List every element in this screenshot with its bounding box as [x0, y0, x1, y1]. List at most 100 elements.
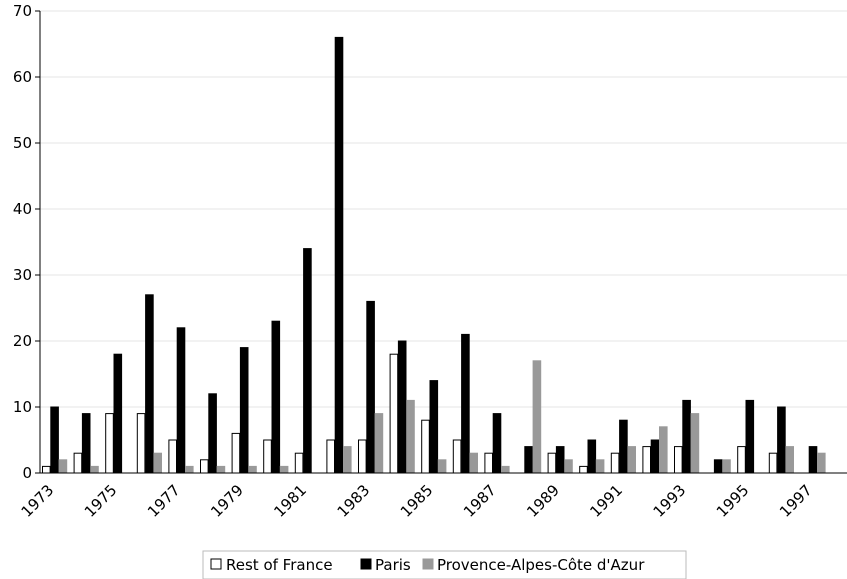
x-tick-label: 1995 — [713, 481, 753, 521]
bar — [627, 446, 637, 474]
bar — [650, 439, 660, 474]
bar — [469, 452, 478, 474]
x-axis-ticks: 1973 1975 1977 1979 1981 1983 1985 1987 1989 1991… — [18, 481, 816, 521]
x-tick-label: 1997 — [776, 481, 816, 521]
bar — [343, 446, 352, 474]
x-tick-label: 1989 — [523, 481, 563, 521]
x-tick-label: 1993 — [650, 481, 690, 521]
bar — [294, 452, 304, 474]
x-tick-label: 1985 — [397, 481, 437, 521]
bar — [785, 446, 795, 474]
y-tick-label: 70 — [13, 2, 32, 20]
bar — [547, 452, 557, 474]
bar — [334, 36, 344, 474]
x-tick-label: 1983 — [334, 481, 374, 521]
y-tick-label: 0 — [22, 464, 32, 482]
bar — [595, 459, 605, 474]
bar — [358, 439, 367, 474]
bar — [452, 439, 462, 474]
bar — [619, 419, 628, 474]
bar — [303, 248, 312, 474]
grid-lines — [40, 10, 847, 408]
bar — [642, 446, 652, 474]
bar — [722, 459, 731, 474]
y-axis-ticks: 0 10 20 30 40 50 60 70 — [13, 2, 40, 482]
bar — [397, 340, 407, 474]
legend-swatch-rest-of-france — [210, 558, 222, 570]
bars — [42, 36, 826, 474]
bar — [777, 406, 786, 474]
bar — [42, 465, 51, 474]
bar — [263, 439, 272, 474]
bar — [326, 439, 335, 474]
bar — [610, 452, 620, 474]
legend-label-rest-of-france: Rest of France — [226, 556, 333, 574]
bar — [50, 406, 59, 474]
bar — [690, 413, 700, 474]
bar — [366, 300, 375, 474]
bar — [113, 353, 123, 474]
bar — [501, 465, 510, 474]
bar — [745, 399, 755, 474]
bar — [58, 459, 68, 474]
legend-border — [202, 550, 687, 579]
y-tick-label: 40 — [13, 200, 32, 218]
bar — [81, 413, 91, 474]
bar — [461, 333, 470, 474]
bar — [429, 380, 439, 474]
bar — [492, 413, 502, 474]
bar — [279, 465, 289, 474]
bar — [564, 459, 573, 474]
bar — [587, 439, 597, 474]
y-tick-label: 10 — [13, 398, 32, 416]
legend-swatch-paris — [360, 558, 372, 570]
bar — [421, 419, 430, 474]
bar — [200, 459, 209, 474]
bar — [437, 459, 447, 474]
y-tick-label: 50 — [13, 134, 32, 152]
y-tick-label: 20 — [13, 332, 32, 350]
bar — [248, 465, 257, 474]
bar — [216, 465, 226, 474]
bar — [374, 413, 384, 474]
x-tick-label: 1973 — [18, 481, 58, 521]
bar — [524, 446, 533, 474]
bar — [208, 393, 217, 474]
bar — [136, 413, 146, 474]
bar — [271, 320, 281, 474]
bar — [176, 327, 186, 474]
x-tick-label: 1991 — [586, 481, 626, 521]
legend-label-paris: Paris — [375, 556, 411, 574]
bar — [682, 399, 691, 474]
bar — [73, 452, 83, 474]
bar — [532, 360, 542, 474]
bar — [90, 465, 99, 474]
bar — [808, 446, 818, 474]
y-tick-label: 60 — [13, 68, 32, 86]
bar — [153, 452, 162, 474]
legend-label-paca: Provence-Alpes-Côte d'Azur — [437, 556, 645, 574]
bar — [168, 439, 177, 474]
x-tick-label: 1981 — [270, 481, 310, 521]
bar — [145, 294, 154, 474]
bar — [713, 459, 723, 474]
legend-swatch-paca — [422, 558, 434, 570]
bar — [105, 413, 114, 474]
bar — [737, 446, 746, 474]
x-tick-label: 1987 — [460, 481, 500, 521]
bar — [389, 353, 399, 474]
bar — [674, 446, 683, 474]
bar — [817, 452, 826, 474]
bar — [484, 452, 493, 474]
legend: Rest of France Paris Provence-Alpes-Côte… — [202, 550, 687, 579]
x-tick-label: 1977 — [144, 481, 184, 521]
bar — [185, 465, 194, 474]
bar — [555, 446, 565, 474]
bar — [659, 426, 668, 474]
bar — [768, 452, 778, 474]
x-tick-label: 1975 — [81, 481, 121, 521]
bar — [406, 399, 415, 474]
bar — [231, 432, 241, 474]
bar — [239, 347, 249, 474]
